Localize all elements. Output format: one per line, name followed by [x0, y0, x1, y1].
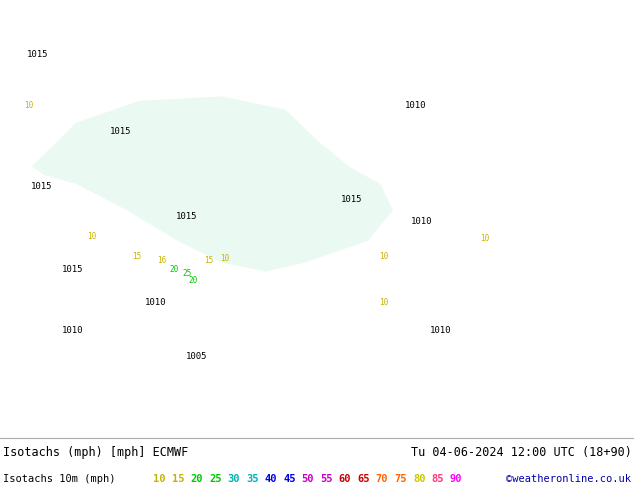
Text: 90: 90 — [450, 473, 462, 484]
Text: 55: 55 — [320, 473, 333, 484]
Text: 40: 40 — [264, 473, 277, 484]
Text: 25: 25 — [209, 473, 221, 484]
Text: 10: 10 — [379, 298, 388, 307]
Text: 1010: 1010 — [404, 100, 426, 110]
Text: 15: 15 — [132, 252, 141, 261]
Text: Tu 04-06-2024 12:00 UTC (18+90): Tu 04-06-2024 12:00 UTC (18+90) — [411, 445, 631, 459]
Text: 65: 65 — [358, 473, 370, 484]
Text: 10: 10 — [481, 234, 489, 243]
Text: 1010: 1010 — [145, 298, 166, 307]
Text: 10: 10 — [87, 232, 96, 241]
Text: 1015: 1015 — [30, 182, 52, 191]
Text: 1015: 1015 — [110, 127, 131, 136]
Text: 1015: 1015 — [176, 212, 198, 221]
Text: 15: 15 — [172, 473, 184, 484]
Text: 16: 16 — [157, 256, 166, 265]
Text: 30: 30 — [228, 473, 240, 484]
Text: 10: 10 — [153, 473, 166, 484]
Text: 20: 20 — [170, 265, 179, 274]
Text: ©weatheronline.co.uk: ©weatheronline.co.uk — [507, 473, 631, 484]
Text: Isotachs (mph) [mph] ECMWF: Isotachs (mph) [mph] ECMWF — [3, 445, 188, 459]
Text: 1010: 1010 — [430, 326, 451, 335]
Text: 25: 25 — [183, 269, 191, 278]
Text: 10: 10 — [379, 252, 388, 261]
Text: 50: 50 — [302, 473, 314, 484]
Text: 60: 60 — [339, 473, 351, 484]
Text: 75: 75 — [394, 473, 407, 484]
Text: 70: 70 — [376, 473, 389, 484]
Text: 15: 15 — [205, 256, 214, 265]
Text: Isotachs 10m (mph): Isotachs 10m (mph) — [3, 473, 115, 484]
Text: 20: 20 — [189, 276, 198, 285]
Text: 20: 20 — [190, 473, 203, 484]
Text: 10: 10 — [24, 100, 33, 110]
Text: 1010: 1010 — [62, 326, 84, 335]
Text: 1010: 1010 — [411, 217, 432, 226]
Text: 85: 85 — [432, 473, 444, 484]
Polygon shape — [32, 97, 393, 271]
Text: 80: 80 — [413, 473, 425, 484]
Text: 35: 35 — [246, 473, 259, 484]
Text: 1015: 1015 — [341, 195, 363, 204]
Text: 45: 45 — [283, 473, 295, 484]
Text: 1015: 1015 — [27, 50, 49, 59]
Text: 10: 10 — [221, 254, 230, 263]
Text: 1015: 1015 — [62, 265, 84, 274]
Text: 1005: 1005 — [186, 352, 207, 362]
